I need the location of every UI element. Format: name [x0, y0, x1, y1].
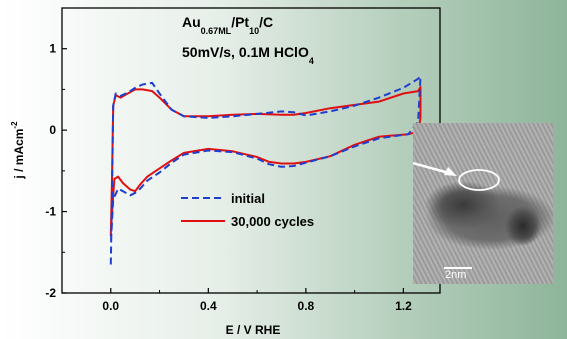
y-tick-label: 0 — [49, 123, 56, 137]
chart-title-line2: 50mV/s, 0.1M HClO4 — [182, 44, 314, 66]
tem-annotation-overlay — [413, 161, 500, 191]
y-axis-label: j / mAcm-2 — [10, 121, 26, 180]
scale-bar-label: 2nm — [445, 269, 467, 281]
x-tick-label: 0.8 — [298, 299, 315, 313]
legend-label: 30,000 cycles — [231, 214, 314, 229]
x-tick-label: 1.2 — [395, 299, 412, 313]
tem-inset-image: 2nm — [413, 123, 553, 284]
legend: initial 30,000 cycles — [181, 191, 314, 229]
highlight-ellipse — [458, 169, 500, 191]
x-axis-label: E / V RHE — [226, 323, 281, 337]
series-line-30-000-cycles — [109, 86, 422, 237]
x-tick-label: 0.0 — [102, 299, 119, 313]
y-tick-label: 1 — [49, 42, 56, 56]
legend-label: initial — [231, 191, 265, 206]
pointer-arrowhead — [444, 167, 457, 176]
chart-title-line1: Au0.67ML/Pt10/C — [182, 14, 274, 36]
scale-bar — [444, 267, 472, 269]
y-tick-label: -1 — [45, 205, 56, 219]
y-tick-label: -2 — [45, 286, 56, 300]
x-tick-label: 0.4 — [200, 299, 217, 313]
pointer-arrow-line — [413, 161, 450, 175]
series-line-initial — [109, 75, 422, 265]
